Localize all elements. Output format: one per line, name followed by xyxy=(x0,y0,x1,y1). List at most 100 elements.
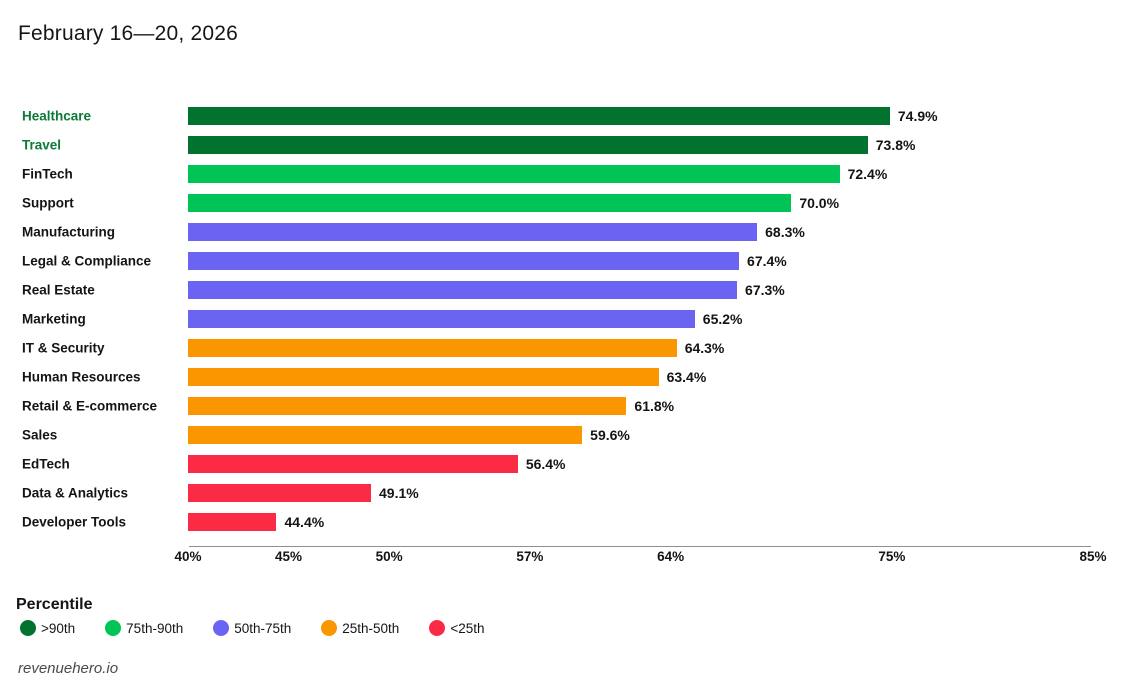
value-label: 64.3% xyxy=(684,339,725,356)
footer-credit: revenuehero.io xyxy=(18,660,119,677)
legend-item: 25th-50th xyxy=(321,620,399,636)
value-label: 59.6% xyxy=(590,426,630,443)
chart-row: Data & Analytics 49.1% xyxy=(0,478,1131,507)
chart-row: Legal & Compliance 67.4% xyxy=(0,246,1131,275)
chart-row: Human Resources 63.4% xyxy=(0,362,1131,391)
category-label: Support xyxy=(22,195,74,210)
category-label: Legal & Compliance xyxy=(22,253,152,268)
category-label: Manufacturing xyxy=(22,224,115,239)
chart-row: Real Estate 67.3% xyxy=(0,275,1131,304)
bar-track: 44.4% xyxy=(188,507,1093,536)
bar-track: 74.9% xyxy=(188,101,1093,130)
category-label: Data & Analytics xyxy=(22,485,129,500)
x-tick-label: 75% xyxy=(878,549,906,564)
bar-track: 72.4% xyxy=(188,159,1093,188)
bar-track: 61.8% xyxy=(188,391,1093,420)
chart-row: Support 70.0% xyxy=(0,188,1131,217)
value-label: 70.0% xyxy=(799,194,840,211)
chart-row: Healthcare 74.9% xyxy=(0,101,1131,130)
value-label: 72.4% xyxy=(847,165,888,182)
bar-track: 70.0% xyxy=(188,188,1093,217)
bar xyxy=(188,164,840,183)
category-label: Healthcare xyxy=(22,108,92,123)
x-tick-label: 45% xyxy=(275,549,303,564)
legend-item-label: >90th xyxy=(41,620,76,636)
value-label: 44.4% xyxy=(284,513,325,530)
legend-item-label: 75th-90th xyxy=(126,620,184,636)
bar-track: 67.4% xyxy=(188,246,1093,275)
bar xyxy=(188,512,277,531)
bar xyxy=(188,222,758,241)
value-label: 49.1% xyxy=(379,484,419,501)
x-tick-label: 64% xyxy=(657,549,685,564)
value-label: 65.2% xyxy=(702,310,743,327)
bar-track: 59.6% xyxy=(188,420,1093,449)
legend-item: 75th-90th xyxy=(105,620,183,636)
bar xyxy=(188,396,627,415)
legend-title: Percentile xyxy=(16,596,93,613)
bar xyxy=(188,483,371,502)
bar-track: 67.3% xyxy=(188,275,1093,304)
value-label: 63.4% xyxy=(666,368,707,385)
bar-track: 64.3% xyxy=(188,333,1093,362)
bar xyxy=(188,193,792,212)
category-label: Retail & E-commerce xyxy=(22,398,158,413)
legend-color-dot-icon xyxy=(105,620,122,636)
value-label: 73.8% xyxy=(875,136,916,153)
legend-items: >90th 75th-90th 50th-75th 25th-50th <25th xyxy=(20,620,484,636)
category-label: FinTech xyxy=(22,166,73,181)
value-label: 67.4% xyxy=(747,252,787,269)
value-label: 74.9% xyxy=(897,107,938,124)
category-label: EdTech xyxy=(22,456,70,471)
legend-item-label: 25th-50th xyxy=(342,620,400,636)
bar-track: 63.4% xyxy=(188,362,1093,391)
chart-row: Retail & E-commerce 61.8% xyxy=(0,391,1131,420)
page-title: February 16—20, 2026 xyxy=(18,22,238,45)
value-label: 61.8% xyxy=(634,397,675,414)
legend-item: 50th-75th xyxy=(213,620,291,636)
legend-color-dot-icon xyxy=(20,620,36,636)
legend-color-dot-icon xyxy=(213,620,230,636)
x-tick-label: 40% xyxy=(174,549,202,564)
chart-row: Developer Tools 44.4% xyxy=(0,507,1131,536)
bar xyxy=(188,251,740,270)
chart-row: Marketing 65.2% xyxy=(0,304,1131,333)
value-label: 67.3% xyxy=(745,281,785,298)
legend-item-label: <25th xyxy=(450,620,485,636)
chart-row: IT & Security 64.3% xyxy=(0,333,1131,362)
x-tick-label: 50% xyxy=(375,549,403,564)
bar xyxy=(188,454,518,473)
chart-row: EdTech 56.4% xyxy=(0,449,1131,478)
category-label: Travel xyxy=(22,137,62,152)
bar xyxy=(188,135,868,154)
chart-row: Sales 59.6% xyxy=(0,420,1131,449)
bar xyxy=(188,338,677,357)
legend-item-label: 50th-75th xyxy=(234,620,292,636)
chart-row: FinTech 72.4% xyxy=(0,159,1131,188)
bar xyxy=(188,367,659,386)
chart-row: Manufacturing 68.3% xyxy=(0,217,1131,246)
category-label: Marketing xyxy=(22,311,86,326)
value-label: 56.4% xyxy=(525,455,566,472)
x-tick-label: 57% xyxy=(516,549,544,564)
category-label: Human Resources xyxy=(22,369,141,384)
category-label: Sales xyxy=(22,427,58,442)
bar-chart: Healthcare 74.9% Travel 73.8% FinTech 72.4% Su… xyxy=(0,101,1131,536)
category-label: Developer Tools xyxy=(22,514,127,529)
legend-color-dot-icon xyxy=(321,620,338,636)
legend-item: >90th xyxy=(20,620,75,636)
category-label: IT & Security xyxy=(22,340,105,355)
bar xyxy=(188,280,738,299)
bar xyxy=(188,106,890,125)
chart-row: Travel 73.8% xyxy=(0,130,1131,159)
bar-track: 65.2% xyxy=(188,304,1093,333)
bar-track: 73.8% xyxy=(188,130,1093,159)
legend-color-dot-icon xyxy=(429,620,446,636)
bar xyxy=(188,309,695,328)
bar-track: 68.3% xyxy=(188,217,1093,246)
category-label: Real Estate xyxy=(22,282,95,297)
value-label: 68.3% xyxy=(765,223,805,240)
x-axis-ticks: 40% 45% 50% 57% 64% 75% 85% xyxy=(174,549,1106,567)
bar xyxy=(188,425,583,444)
bar-track: 56.4% xyxy=(188,449,1093,478)
